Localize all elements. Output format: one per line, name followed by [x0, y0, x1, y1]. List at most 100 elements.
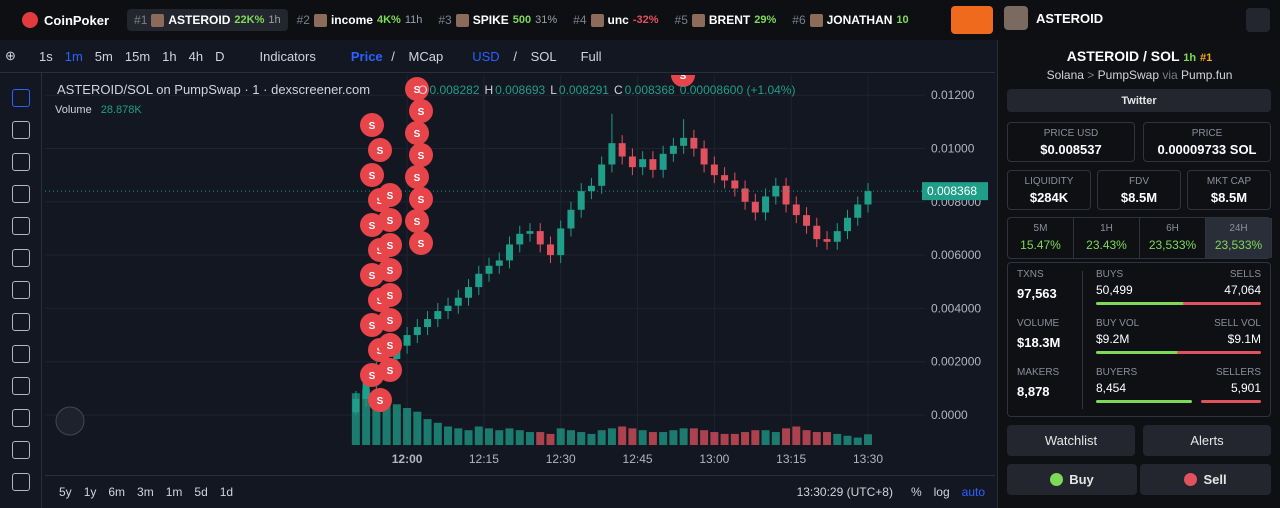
- sell-button[interactable]: Sell: [1140, 464, 1271, 495]
- separator: /: [391, 48, 395, 64]
- ohlc-letter: O: [418, 82, 428, 97]
- tool-icon[interactable]: [12, 313, 30, 331]
- volume-bar: [792, 426, 801, 445]
- ticker-rank: #4: [573, 13, 587, 27]
- stat-box: FDV $8.5M: [1097, 170, 1181, 210]
- auto-toggle[interactable]: auto: [961, 485, 985, 499]
- range[interactable]: 1d: [219, 485, 234, 499]
- candle-body: [403, 335, 411, 346]
- watchlist-button[interactable]: Watchlist: [1007, 425, 1135, 456]
- ohlc-letter: L: [550, 82, 557, 97]
- candle-body: [823, 239, 831, 242]
- ohlc-letter: C: [613, 82, 623, 97]
- top-bar: CoinPoker #1 ASTEROID 22K% 1h #2 income 4K% 11h…: [0, 0, 1280, 40]
- interval[interactable]: 5m: [94, 48, 113, 64]
- period-value: 15.47%: [1020, 238, 1061, 252]
- range[interactable]: 1y: [83, 485, 97, 499]
- twitter-button[interactable]: Twitter: [1007, 89, 1271, 112]
- ticker-rank: #1: [134, 13, 148, 27]
- indicators[interactable]: Indicators: [259, 48, 316, 64]
- ticker[interactable]: #1 ASTEROID 22K% 1h: [127, 9, 288, 31]
- ticker-change: 22K%: [234, 14, 265, 26]
- trending-button[interactable]: [951, 6, 993, 34]
- interval[interactable]: 15m: [124, 48, 151, 64]
- range[interactable]: 6m: [108, 485, 126, 499]
- alerts-label: Alerts: [1190, 433, 1224, 448]
- range-list: 5y 1y 6m 3m 1m 5d 1d: [59, 485, 233, 499]
- menu-button[interactable]: [1246, 8, 1270, 32]
- range[interactable]: 3m: [137, 485, 154, 499]
- volume-bar: [485, 428, 494, 445]
- candle-body: [710, 164, 718, 176]
- ticker[interactable]: #4 unc -32%: [566, 9, 665, 31]
- tool-icon[interactable]: [12, 121, 30, 139]
- tool-icon[interactable]: [12, 185, 30, 203]
- tool-icon[interactable]: [12, 153, 30, 171]
- interval[interactable]: 1h: [162, 48, 177, 64]
- emoji-bubble-label: S: [414, 129, 421, 140]
- stat-value: $284K: [1029, 190, 1069, 205]
- fullscreen[interactable]: Full: [580, 48, 602, 64]
- ticker[interactable]: #3 SPIKE 500 31%: [431, 9, 564, 31]
- divider: [1082, 271, 1083, 409]
- tool-icon[interactable]: [12, 473, 30, 491]
- period-label: 1H: [1100, 223, 1113, 234]
- pair-quote: SOL: [1150, 48, 1180, 64]
- interval[interactable]: 1m: [64, 48, 83, 64]
- ticker[interactable]: #5 BRENT 29%: [668, 9, 784, 31]
- tool-icon[interactable]: [12, 377, 30, 395]
- log-toggle[interactable]: log: [933, 485, 950, 499]
- ticker-age: 1h: [268, 14, 281, 26]
- range[interactable]: 5y: [59, 485, 72, 499]
- emoji-bubble-label: S: [418, 107, 425, 118]
- row-value: 8,878: [1017, 384, 1050, 399]
- ticker[interactable]: #6 JONATHAN 10: [785, 9, 915, 31]
- volume-label: Volume: [55, 104, 92, 116]
- price-toggle[interactable]: Price / MCap: [351, 49, 448, 64]
- sol-option: SOL: [530, 48, 557, 64]
- period-tab[interactable]: 5M 15.47%: [1008, 218, 1074, 258]
- tool-icon[interactable]: [12, 409, 30, 427]
- emoji-bubble: [671, 75, 695, 87]
- interval[interactable]: 1s: [39, 48, 53, 64]
- candle-body: [516, 233, 524, 245]
- x-tick-label: 12:30: [546, 452, 576, 466]
- candle-body: [751, 201, 759, 213]
- ticker-rank: #2: [296, 13, 310, 27]
- candle-body: [546, 244, 554, 256]
- ticker-rank: #6: [792, 13, 806, 27]
- buy-button[interactable]: Buy: [1007, 464, 1137, 495]
- candle-body: [639, 159, 647, 168]
- brand[interactable]: CoinPoker: [0, 12, 127, 28]
- chain: Solana: [1046, 68, 1084, 82]
- period-tab[interactable]: 1H 23.43%: [1074, 218, 1140, 258]
- volume-legend: Volume 28.878K: [55, 104, 142, 116]
- interval[interactable]: D: [215, 48, 225, 64]
- tool-icon[interactable]: [12, 89, 30, 107]
- candle-body: [649, 159, 657, 170]
- volume-value: 28.878K: [100, 104, 142, 116]
- emoji-bubble: [360, 113, 384, 137]
- range[interactable]: 1m: [165, 485, 183, 499]
- period-tab[interactable]: 24H 23,533%: [1206, 218, 1272, 258]
- ticker-change: 4K%: [376, 14, 401, 26]
- ticker[interactable]: #2 income 4K% 11h: [290, 9, 430, 31]
- price-tag-label: 0.008368: [927, 184, 977, 198]
- volume-bar: [669, 430, 678, 445]
- tool-icon[interactable]: [12, 441, 30, 459]
- interval[interactable]: 4h: [188, 48, 204, 64]
- currency-toggle[interactable]: USD / SOL: [467, 49, 561, 64]
- add-icon[interactable]: ⊕: [5, 48, 16, 63]
- tool-icon[interactable]: [12, 281, 30, 299]
- volume-bar: [710, 432, 719, 445]
- period-tab[interactable]: 6H 23,533%: [1140, 218, 1206, 258]
- volume-bar: [495, 430, 504, 445]
- percent-toggle[interactable]: %: [910, 485, 922, 499]
- alerts-button[interactable]: Alerts: [1143, 425, 1271, 456]
- tool-icon[interactable]: [12, 249, 30, 267]
- tool-icon[interactable]: [12, 217, 30, 235]
- y-tick-label: 0.006000: [931, 248, 981, 262]
- tool-icon[interactable]: [12, 345, 30, 363]
- emoji-bubble-label: S: [377, 146, 384, 157]
- range[interactable]: 5d: [194, 485, 208, 499]
